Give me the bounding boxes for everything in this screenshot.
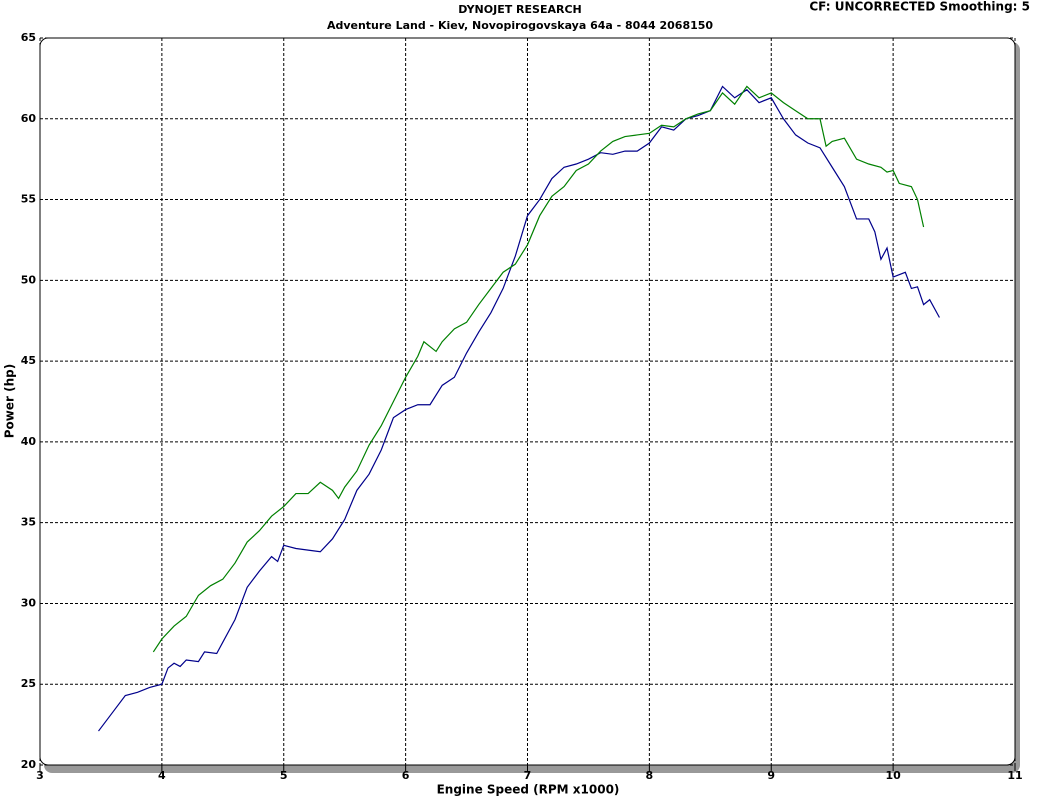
y-axis-label: Power (hp) <box>3 364 17 438</box>
y-tick-label: 55 <box>21 193 36 206</box>
y-tick-label: 60 <box>21 112 37 125</box>
x-tick-label: 3 <box>36 769 44 782</box>
chart-title: DYNOJET RESEARCH <box>458 3 581 16</box>
x-tick-label: 6 <box>402 769 410 782</box>
annotation: CF: UNCORRECTED Smoothing: 5 <box>809 0 1030 14</box>
power-line <box>98 85 940 732</box>
y-tick-label: 65 <box>21 31 36 44</box>
y-tick-label: 40 <box>21 435 37 448</box>
x-tick-label: 5 <box>280 769 288 782</box>
y-tick-label: 50 <box>21 273 37 286</box>
grid <box>39 37 1016 771</box>
lines <box>98 85 940 732</box>
x-axis-label: Engine Speed (RPM x1000) <box>437 783 620 797</box>
chart-subtitle: Adventure Land - Kiev, Novopirogovskaya … <box>327 19 713 32</box>
x-tick-label: 4 <box>158 769 166 782</box>
y-tick-label: 20 <box>21 758 37 771</box>
y-tick-label: 45 <box>21 354 36 367</box>
y-tick-label: 25 <box>21 677 36 690</box>
x-tick-label: 9 <box>767 769 775 782</box>
power-line <box>152 85 925 653</box>
x-tick-label: 7 <box>524 769 532 782</box>
x-tick-label: 8 <box>646 769 654 782</box>
x-tick-label: 10 <box>885 769 901 782</box>
y-tick-label: 30 <box>21 596 37 609</box>
y-tick-label: 35 <box>21 516 36 529</box>
x-tick-label: 11 <box>1007 769 1022 782</box>
